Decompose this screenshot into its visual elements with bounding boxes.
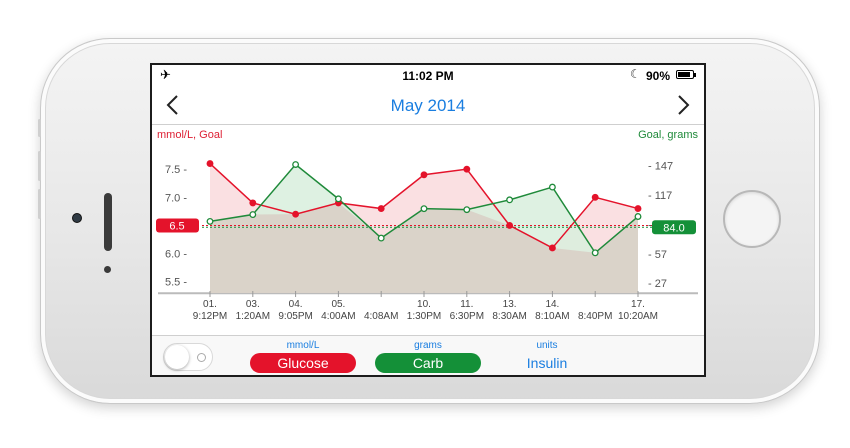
x-tick-label-time: 1:30PM — [407, 311, 441, 322]
battery-percentage: 90% — [646, 69, 671, 83]
status-bar: ✈ 11:02 PM ☾ 90% — [152, 65, 704, 85]
x-tick-label-date: 10. — [417, 299, 431, 310]
carb-goal-badge — [652, 220, 696, 235]
right-axis-label: Goal, grams — [638, 129, 698, 141]
insulin-unit-label: units — [536, 340, 558, 351]
left-tick-label: 7.5 - — [165, 164, 187, 176]
data-point-carb — [463, 206, 471, 214]
data-point-glucose — [634, 205, 642, 213]
data-point-glucose — [292, 210, 300, 218]
x-tick-label-time: 9:12PM — [193, 311, 227, 322]
right-tick-label: - 147 — [648, 161, 673, 173]
data-point-glucose — [206, 160, 214, 167]
x-tick-label-time: 6:30PM — [450, 311, 484, 322]
proximity-sensor — [104, 266, 111, 273]
data-point-carb — [377, 234, 385, 242]
display-toggle[interactable] — [163, 343, 213, 371]
data-point-carb — [420, 205, 428, 213]
x-tick-label-time: 8:30AM — [492, 311, 526, 322]
navigation-bar: May 2014 — [152, 85, 704, 125]
data-point-carb — [634, 213, 642, 220]
volume-down-button — [38, 189, 41, 219]
x-tick-label-date: 11. — [460, 299, 473, 310]
x-tick-label-time: 4:00AM — [321, 311, 355, 322]
app-screen: ✈ 11:02 PM ☾ 90% May 2014 mmol/L, Goal G… — [150, 63, 706, 377]
left-tick-label: 6.0 - — [165, 249, 187, 261]
x-tick-label-date: 14. — [545, 299, 559, 310]
data-point-glucose — [377, 205, 385, 213]
data-point-carb — [591, 249, 599, 257]
carb-goal-value: 84.0 — [663, 222, 684, 234]
left-tick-label: 7.0 - — [165, 192, 187, 204]
chevron-right-icon[interactable] — [674, 94, 692, 116]
right-tick-label: - 57 — [648, 249, 667, 261]
insulin-button[interactable]: Insulin — [526, 355, 568, 371]
battery-icon — [676, 70, 696, 79]
x-tick-label-date: 04. — [289, 299, 303, 310]
data-point-glucose — [548, 244, 556, 252]
moon-icon: ☾ — [630, 67, 641, 81]
toggle-knob — [165, 345, 189, 369]
data-point-carb — [334, 195, 342, 203]
x-tick-label-time: 8:40PM — [578, 311, 612, 322]
x-tick-label-date: 01. — [203, 299, 217, 310]
x-tick-label-time: 4:08AM — [364, 311, 398, 322]
glucose-carb-chart[interactable]: 7.5 -7.0 -6.5 -6.0 -5.5 -- 147- 117- 87-… — [152, 141, 704, 335]
data-point-carb — [506, 196, 514, 204]
right-tick-label: - 27 — [648, 278, 667, 290]
glucose-goal-value: 6.5 — [169, 220, 184, 232]
carb-button[interactable]: Carb — [375, 353, 481, 373]
chevron-left-icon[interactable] — [164, 94, 182, 116]
right-tick-label: - 117 — [648, 190, 672, 202]
data-point-glucose — [506, 221, 514, 229]
glucose-button[interactable]: Glucose — [250, 353, 356, 373]
silent-switch — [38, 119, 41, 137]
data-point-glucose — [591, 193, 599, 201]
data-point-glucose — [420, 171, 428, 179]
x-tick-label-time: 8:10AM — [535, 311, 569, 322]
data-point-carb — [206, 217, 214, 225]
data-point-carb — [292, 161, 300, 168]
glucose-unit-label: mmol/L — [286, 340, 320, 351]
x-tick-label-time: 10:20AM — [618, 311, 658, 322]
x-tick-label-date: 03. — [246, 299, 260, 310]
toggle-off-indicator — [197, 353, 206, 362]
month-title: May 2014 — [390, 96, 466, 115]
x-tick-label-date: 05. — [331, 299, 345, 310]
airplane-icon: ✈ — [160, 67, 171, 82]
left-tick-label: 5.5 - — [165, 277, 187, 289]
x-tick-label-date: 17. — [631, 299, 645, 310]
status-time: 11:02 PM — [402, 69, 454, 83]
x-tick-label-time: 1:20AM — [236, 311, 270, 322]
front-camera — [72, 213, 82, 223]
data-point-carb — [548, 183, 556, 191]
left-axis-label: mmol/L, Goal — [157, 129, 223, 141]
x-tick-label-date: 13. — [503, 299, 517, 310]
earpiece-speaker — [104, 193, 112, 251]
carb-unit-label: grams — [414, 340, 442, 351]
bottom-toolbar: mmol/L Glucose grams Carb units Insulin — [152, 335, 704, 375]
data-point-glucose — [249, 199, 257, 207]
volume-up-button — [38, 151, 41, 181]
glucose-goal-badge — [156, 218, 199, 233]
home-button[interactable] — [723, 190, 781, 248]
series-area-overlap — [210, 202, 638, 293]
data-point-glucose — [463, 165, 471, 173]
x-tick-label-time: 9:05PM — [278, 311, 312, 322]
data-point-carb — [249, 211, 257, 218]
